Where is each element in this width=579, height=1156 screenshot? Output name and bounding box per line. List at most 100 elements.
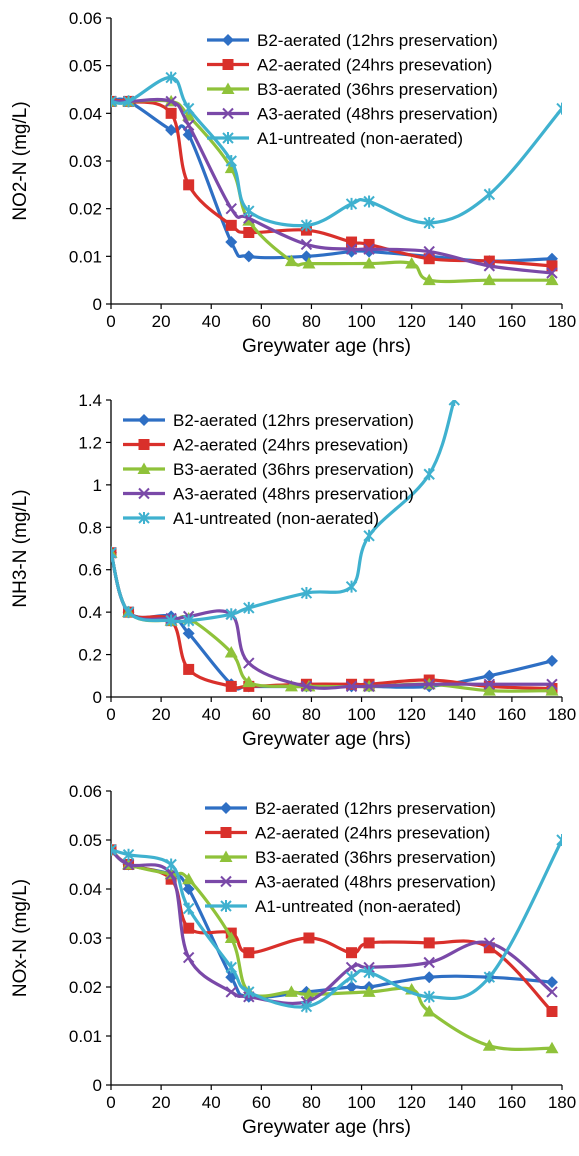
x-tick-label: 20 [152, 1093, 171, 1112]
data-point-series-5 [182, 614, 195, 627]
y-tick-label: 0.4 [78, 603, 102, 622]
legend-label-2: A2-aerated (24hrs presevation) [257, 56, 492, 75]
legend-marker-4 [222, 107, 234, 120]
legend-marker-3 [137, 462, 151, 474]
legend-label-4: A3-aerated (48hrs preservation) [255, 873, 496, 892]
x-tick-label: 140 [448, 312, 476, 331]
data-point-series-2 [243, 227, 255, 238]
legend-label-3: B3-aerated (36hrs preservation) [255, 848, 496, 867]
data-point-series-5 [122, 848, 135, 861]
data-point-series-4 [423, 956, 435, 969]
data-point-series-5 [182, 102, 195, 115]
data-point-series-5 [300, 219, 313, 232]
y-tick-label: 0.03 [69, 929, 102, 948]
data-point-series-2 [183, 663, 195, 675]
y-tick-label: 0.03 [69, 152, 102, 171]
data-point-series-5 [345, 971, 358, 984]
data-point-series-2 [303, 932, 315, 944]
data-point-series-5 [111, 546, 117, 559]
data-point-series-2 [546, 260, 558, 272]
legend-label-1: B2-aerated (12hrs preservation) [257, 31, 498, 50]
data-point-series-4 [182, 119, 195, 131]
data-point-series-5 [423, 216, 435, 229]
data-point-series-4 [546, 678, 558, 690]
x-axis-title: Greywater age (hrs) [242, 729, 411, 750]
y-tick-label: 0 [93, 688, 102, 707]
x-tick-label: 160 [498, 705, 526, 724]
x-tick-label: 100 [347, 705, 375, 724]
legend-marker-1 [222, 34, 234, 46]
data-point-series-5 [556, 834, 562, 846]
legend-label-2: A2-aerated (24hrs presevation) [173, 436, 408, 455]
legend-marker-5 [138, 512, 150, 524]
data-point-series-5 [363, 529, 375, 542]
x-tick-label: 180 [548, 312, 576, 331]
x-tick-label: 120 [397, 1093, 425, 1112]
data-point-series-2 [225, 219, 237, 231]
x-tick-label: 80 [302, 705, 321, 724]
legend-label-5: A1-untreated (non-aerated) [257, 129, 463, 148]
data-point-series-5 [122, 606, 135, 619]
data-point-series-1 [182, 883, 195, 895]
data-point-series-1 [345, 981, 358, 993]
data-point-series-4 [423, 245, 435, 258]
data-point-series-5 [448, 400, 460, 406]
data-point-series-5 [165, 614, 177, 627]
data-point-series-2 [546, 1006, 558, 1017]
data-point-series-5 [243, 985, 255, 998]
data-point-series-3 [545, 1041, 559, 1054]
data-point-series-4 [225, 986, 237, 998]
legend-label-1: B2-aerated (12hrs preservation) [173, 411, 414, 430]
data-point-series-3 [284, 679, 298, 692]
data-point-series-3 [242, 675, 256, 688]
x-axis-title: Greywater age (hrs) [242, 1117, 411, 1138]
data-point-series-5 [111, 843, 117, 856]
y-tick-label: 1.2 [78, 433, 102, 452]
plot-area [111, 834, 562, 1054]
series-line-5 [111, 75, 562, 228]
legend-label-3: B3-aerated (36hrs preservation) [257, 80, 498, 99]
data-point-series-1 [242, 250, 255, 263]
x-tick-label: 60 [252, 705, 271, 724]
data-point-series-4 [122, 858, 135, 871]
y-tick-label: 0.04 [69, 880, 102, 899]
y-tick-label: 0.8 [78, 518, 102, 537]
x-tick-label: 0 [106, 312, 115, 331]
legend-marker-2 [138, 439, 150, 450]
chart-3: 0 0.01 0.02 0.03 0.04 0.05 0.06 0 20 40 60 80 100 120… [10, 782, 576, 1138]
data-point-series-2 [243, 947, 255, 959]
x-tick-label: 20 [152, 705, 171, 724]
data-point-series-1 [423, 971, 436, 984]
legend-marker-5 [220, 900, 232, 912]
data-point-series-4 [300, 680, 313, 693]
data-point-series-1 [483, 669, 496, 682]
data-point-series-5 [243, 205, 255, 218]
legend-marker-2 [220, 827, 232, 838]
data-point-series-3 [482, 1039, 496, 1051]
data-point-series-2 [346, 236, 358, 248]
legend-label-3: B3-aerated (36hrs preservation) [173, 460, 414, 479]
y-tick-label: 1.4 [78, 391, 102, 410]
data-point-series-4 [423, 678, 435, 690]
y-tick-label: 0 [93, 295, 102, 314]
data-point-series-3 [302, 987, 316, 1000]
legend-label-4: A3-aerated (48hrs preservation) [257, 105, 498, 124]
data-point-series-3 [224, 931, 238, 943]
data-point-series-1 [545, 976, 558, 989]
data-point-series-2 [183, 922, 195, 934]
data-point-series-5 [345, 197, 358, 210]
plot-area [111, 71, 562, 286]
data-point-series-5 [423, 990, 435, 1003]
y-tick-label: 0.06 [69, 9, 102, 28]
data-point-series-3 [405, 256, 419, 269]
data-point-series-5 [300, 1000, 313, 1013]
data-point-series-2 [225, 680, 237, 692]
data-point-series-5 [345, 580, 358, 593]
data-point-series-1 [545, 654, 558, 667]
legend-marker-3 [221, 82, 235, 94]
y-tick-label: 0.06 [69, 782, 102, 801]
data-point-series-4 [345, 243, 358, 255]
data-point-series-3 [182, 872, 196, 885]
data-point-series-4 [345, 680, 358, 693]
data-point-series-5 [225, 961, 237, 974]
